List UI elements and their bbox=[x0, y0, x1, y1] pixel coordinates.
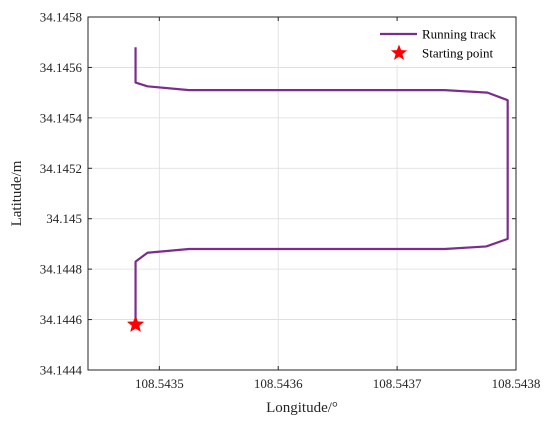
legend-start-label: Starting point bbox=[422, 46, 494, 61]
x-tick-label: 108.5436 bbox=[254, 376, 303, 391]
x-tick-label: 108.5435 bbox=[135, 376, 184, 391]
y-tick-label: 34.1444 bbox=[40, 363, 83, 378]
y-tick-label: 34.1448 bbox=[40, 262, 82, 277]
legend-box bbox=[376, 21, 512, 65]
starting-point-marker bbox=[126, 315, 145, 333]
grid bbox=[88, 16, 517, 371]
x-tick-labels: 108.5435 108.5436 108.5437 108.5438 bbox=[135, 376, 540, 391]
x-tick-label: 108.5437 bbox=[373, 376, 422, 391]
y-tick-labels: 34.1444 34.1446 34.1448 34.145 34.1452 34.145… bbox=[40, 10, 83, 378]
x-tick-label: 108.5438 bbox=[492, 376, 541, 391]
y-tick-label: 34.1456 bbox=[40, 60, 83, 75]
legend-star-icon bbox=[390, 44, 408, 60]
y-tick-label: 34.145 bbox=[46, 211, 82, 226]
plot-area-frame bbox=[87, 16, 517, 371]
legend-track-label: Running track bbox=[422, 27, 497, 42]
y-tick-label: 34.1452 bbox=[40, 161, 82, 176]
legend: Running track Starting point bbox=[376, 21, 512, 65]
y-tick-label: 34.1458 bbox=[40, 10, 82, 25]
series-layer bbox=[126, 47, 509, 333]
y-axis-title: Latitude/m bbox=[9, 160, 25, 226]
x-axis-title: Longitude/° bbox=[266, 400, 338, 416]
y-tick-label: 34.1454 bbox=[40, 110, 83, 125]
running-track-line bbox=[134, 47, 509, 325]
y-tick-label: 34.1446 bbox=[40, 312, 83, 327]
ticks bbox=[88, 16, 517, 371]
